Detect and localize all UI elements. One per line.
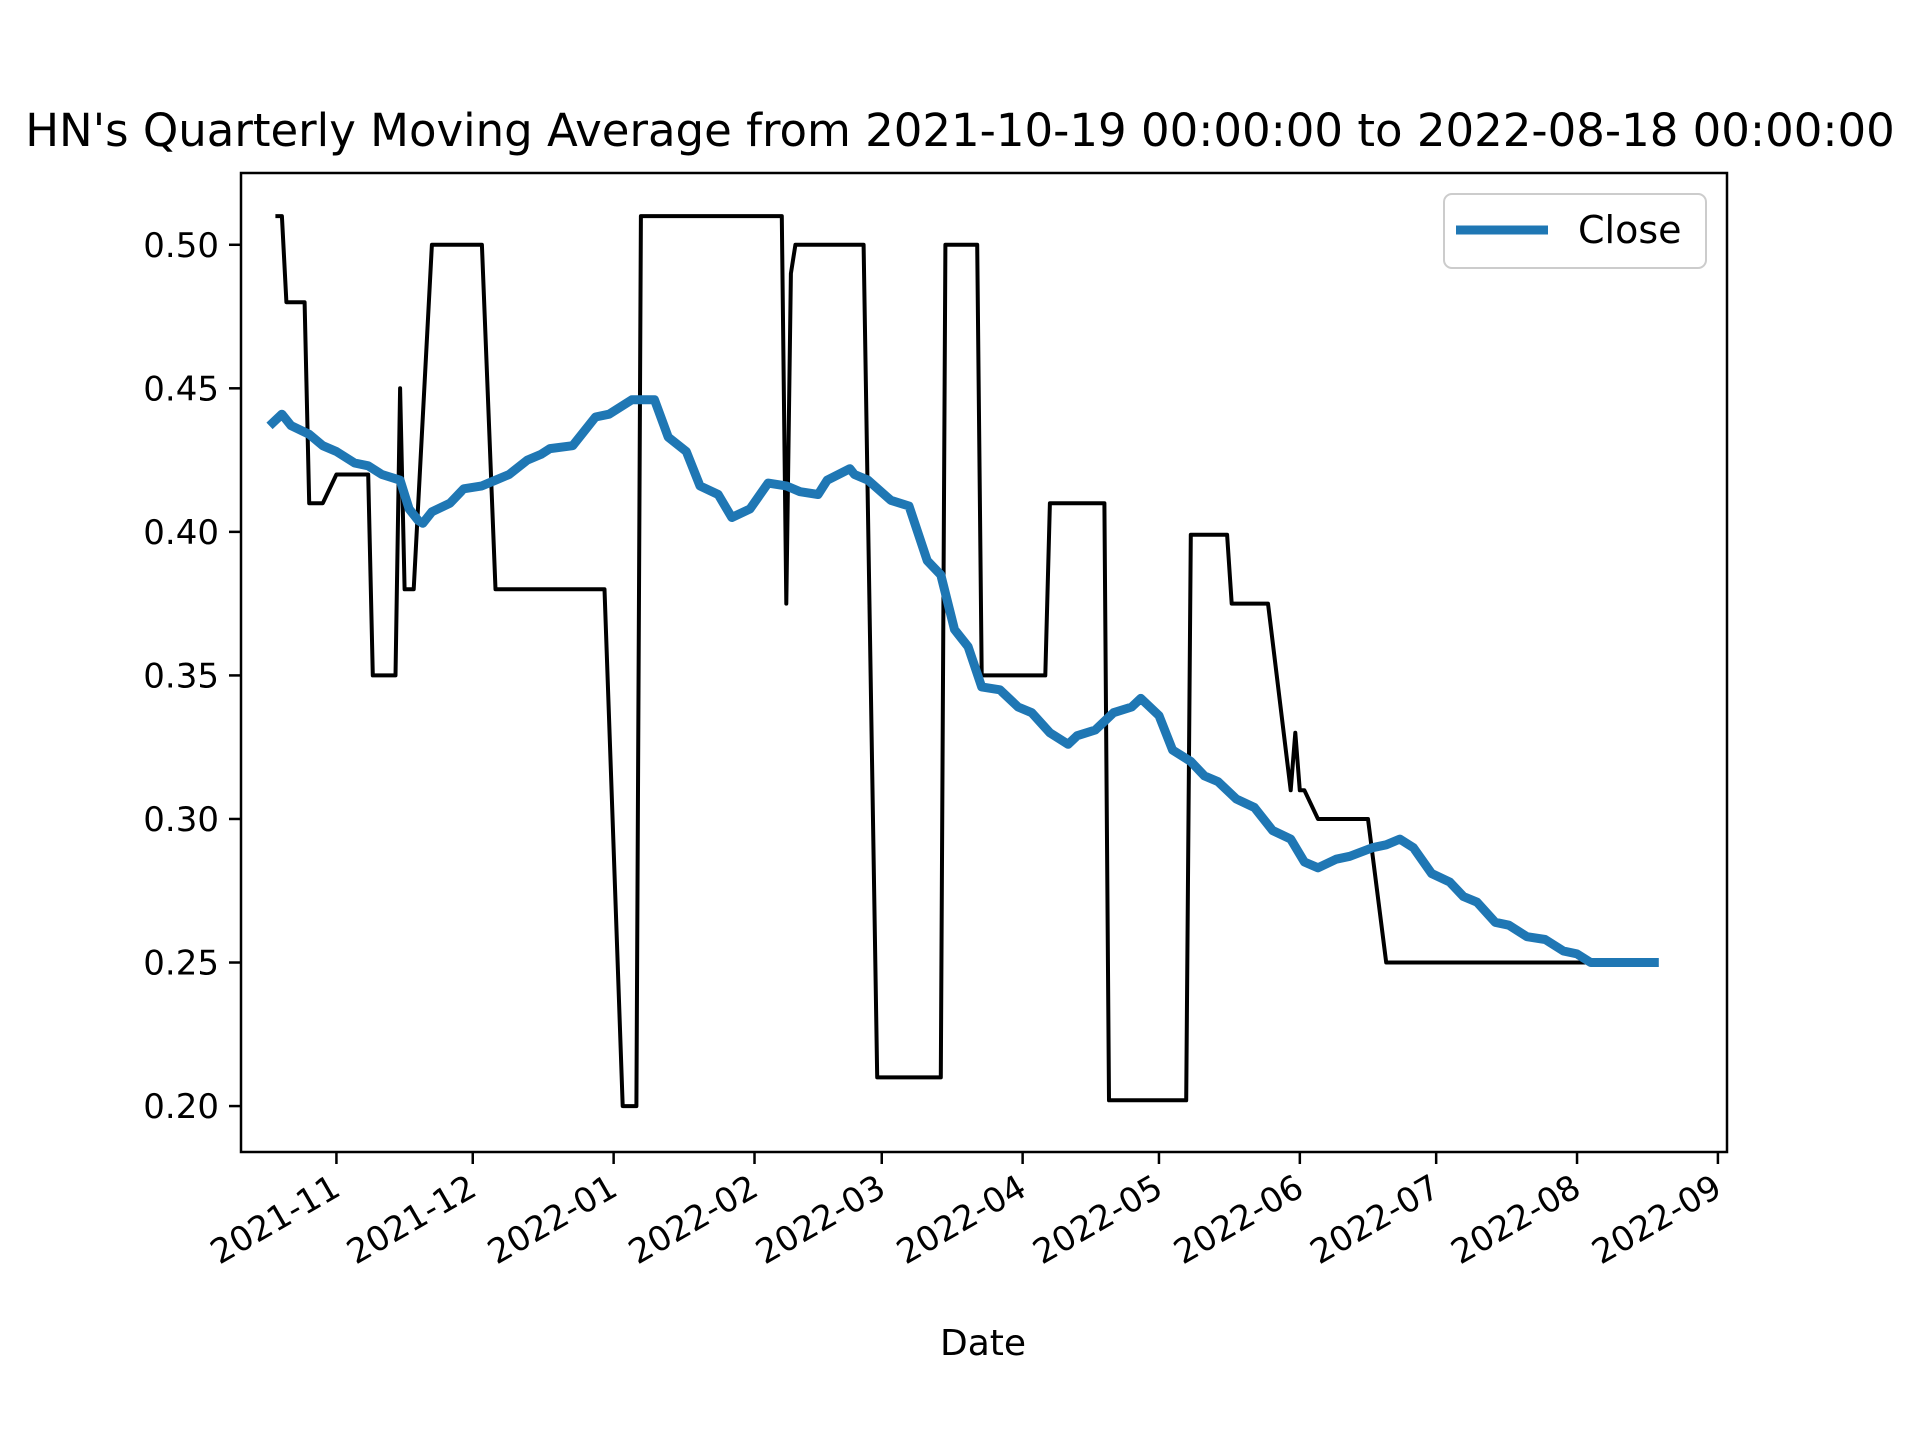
y-axis: 0.20 0.25 0.30 0.35 0.40 0.45 0.50 [143,226,241,1127]
y-tick-label: 0.40 [143,513,219,553]
legend-box [1443,193,1707,269]
y-tick-label: 0.50 [143,226,219,266]
y-tick-label: 0.35 [143,656,219,696]
plot-frame [239,171,1729,1154]
legend: Close [1443,193,1707,269]
plot-area [239,171,1729,1154]
series-line-close [266,395,1659,967]
y-tick-label: 0.30 [143,800,219,840]
x-tick-label: 2022-06 [1167,1167,1310,1273]
x-axis: 2021-112021-122022-012022-022022-032022-… [204,1152,1728,1273]
x-tick-label: 2021-12 [340,1167,483,1273]
x-tick-label: 2021-11 [204,1167,347,1273]
x-tick-label: 2022-08 [1445,1167,1588,1273]
x-tick-label: 2022-04 [890,1167,1033,1273]
chart-title: HN's Quarterly Moving Average from 2021-… [25,104,1895,157]
x-tick-label: 2022-03 [749,1167,892,1273]
x-tick-label: 2022-05 [1026,1167,1169,1273]
y-tick-label: 0.45 [143,369,219,409]
series-line-price [275,214,1657,1109]
y-tick-label: 0.20 [143,1087,219,1127]
x-tick-label: 2022-01 [481,1167,624,1273]
legend-label-close: Close [1578,208,1682,252]
x-tick-label: 2022-07 [1304,1167,1447,1273]
y-tick-label: 0.25 [143,944,219,984]
x-tick-label: 2022-09 [1585,1167,1728,1273]
x-tick-label: 2022-02 [622,1167,765,1273]
x-axis-label: Date [940,1323,1026,1364]
series-layer [266,214,1659,1109]
